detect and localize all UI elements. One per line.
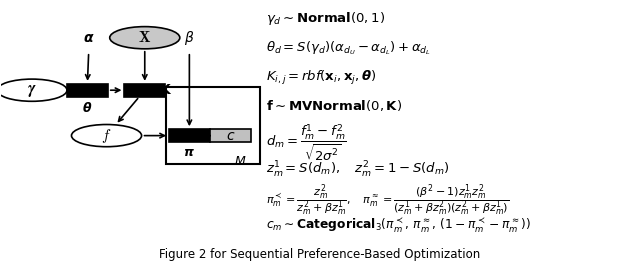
Text: $K_{i,j} = rbf(\mathbf{x}_i, \mathbf{x}_j, \boldsymbol{\theta})$: $K_{i,j} = rbf(\mathbf{x}_i, \mathbf{x}_…	[266, 69, 376, 87]
Bar	[166, 87, 260, 164]
Bar	[169, 129, 210, 142]
Text: $z_m^1 = S(d_m), \quad z_m^2 = 1 - S(d_m)$: $z_m^1 = S(d_m), \quad z_m^2 = 1 - S(d_m…	[266, 160, 449, 180]
Circle shape	[0, 79, 67, 101]
Bar	[124, 84, 165, 97]
Bar	[211, 129, 251, 142]
Text: $c_m \sim \mathbf{Categorical}_3(\pi_m^{\prec},\, \pi_m^{\approx},\, (1 - \pi_m^: $c_m \sim \mathbf{Categorical}_3(\pi_m^{…	[266, 216, 531, 235]
Text: $\mathbf{K}$: $\mathbf{K}$	[159, 83, 173, 97]
Text: Figure 2 for Sequential Preference-Based Optimization: Figure 2 for Sequential Preference-Based…	[159, 248, 481, 261]
Text: $\beta$: $\beta$	[184, 29, 195, 47]
Text: $d_m = \dfrac{f_m^1 - f_m^2}{\sqrt{2\sigma^2}}$: $d_m = \dfrac{f_m^1 - f_m^2}{\sqrt{2\sig…	[266, 123, 346, 164]
Text: $c$: $c$	[226, 129, 236, 143]
Text: $\boldsymbol{\gamma}$: $\boldsymbol{\gamma}$	[27, 81, 37, 99]
Text: $\theta_d = S(\gamma_d)(\alpha_{d_U} - \alpha_{d_L}) + \alpha_{d_L}$: $\theta_d = S(\gamma_d)(\alpha_{d_U} - \…	[266, 40, 431, 57]
Text: $\gamma_d \sim \mathbf{Normal}(0, 1)$: $\gamma_d \sim \mathbf{Normal}(0, 1)$	[266, 10, 385, 28]
Text: $\pi_m^{\prec} = \dfrac{z_m^2}{z_m^2 + \beta z_m^1}, \quad \pi_m^{\approx} = \df: $\pi_m^{\prec} = \dfrac{z_m^2}{z_m^2 + \…	[266, 182, 509, 218]
Bar	[67, 84, 108, 97]
Circle shape	[72, 124, 141, 147]
Text: $M$: $M$	[234, 155, 246, 168]
Circle shape	[109, 27, 180, 49]
Text: $\mathbf{f} \sim \mathbf{MVNormal}(0, \mathbf{K})$: $\mathbf{f} \sim \mathbf{MVNormal}(0, \m…	[266, 98, 402, 113]
Text: $f$: $f$	[101, 127, 112, 145]
Text: $\boldsymbol{\pi}$: $\boldsymbol{\pi}$	[184, 146, 195, 159]
Text: $\boldsymbol{\theta}$: $\boldsymbol{\theta}$	[83, 101, 93, 115]
Text: $\boldsymbol{\alpha}$: $\boldsymbol{\alpha}$	[83, 31, 95, 45]
Text: $\mathbf{X}$: $\mathbf{X}$	[138, 30, 151, 45]
